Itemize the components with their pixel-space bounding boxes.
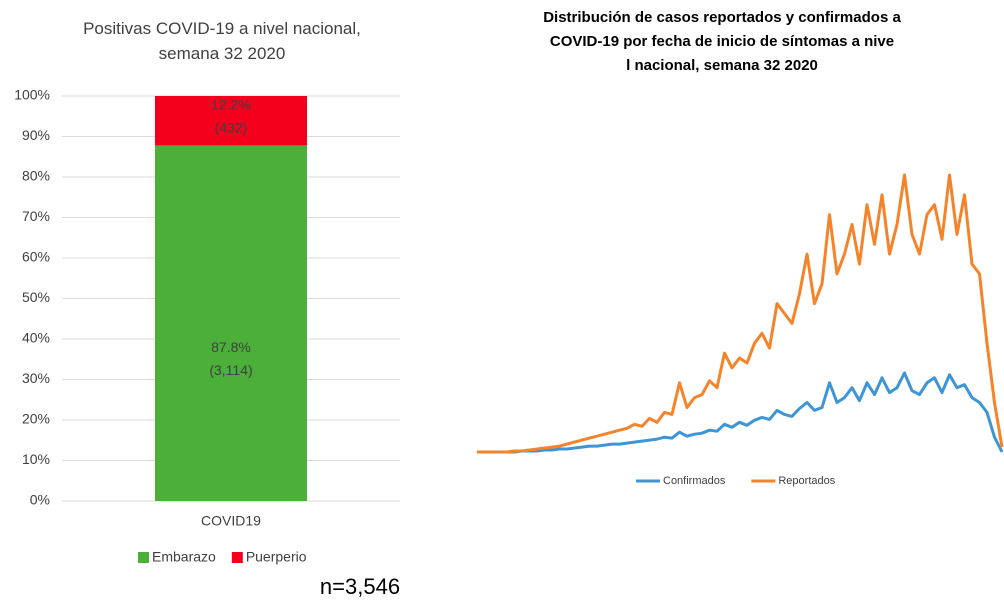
left-title-2: semana 32 2020 bbox=[159, 44, 286, 63]
y-tick-label: 100% bbox=[14, 87, 50, 103]
y-tick-label: 50% bbox=[22, 289, 50, 305]
y-tick-label: 90% bbox=[22, 127, 50, 143]
line-series bbox=[477, 173, 1004, 454]
legend-swatch bbox=[231, 552, 243, 563]
y-tick-label: 40% bbox=[22, 330, 50, 346]
right-title-2: COVID-19 por fecha de inicio de síntomas… bbox=[550, 33, 894, 50]
legend-label: Reportados bbox=[778, 475, 835, 487]
y-tick-label: 0% bbox=[30, 492, 50, 508]
y-tick-label: 20% bbox=[22, 411, 50, 427]
y-tick-label: 60% bbox=[22, 249, 50, 265]
right-title-3: l nacional, semana 32 2020 bbox=[626, 57, 818, 74]
legend-swatch bbox=[138, 552, 149, 563]
data-label: 12.2% bbox=[211, 97, 251, 113]
right-title-1: Distribución de casos reportados y confi… bbox=[543, 9, 901, 26]
y-tick-label: 70% bbox=[22, 208, 50, 224]
y-tick-label: 80% bbox=[22, 168, 50, 184]
annotation: n=3,546 bbox=[320, 574, 400, 599]
bar-segment bbox=[155, 145, 307, 501]
legend-label: Puerperio bbox=[246, 549, 307, 565]
bar-segment bbox=[155, 96, 307, 146]
line-series bbox=[477, 371, 1004, 454]
legend-label: Confirmados bbox=[663, 475, 726, 487]
data-label-count: (3,114) bbox=[209, 362, 252, 378]
y-tick-label: 30% bbox=[22, 370, 50, 386]
left-title-1: Positivas COVID-19 a nivel nacional, bbox=[83, 19, 361, 38]
y-tick-label: 10% bbox=[22, 451, 50, 467]
legend-label: Embarazo bbox=[152, 549, 216, 565]
x-tick-label: COVID19 bbox=[201, 513, 261, 529]
data-label: 87.8% bbox=[211, 339, 251, 355]
data-label-count: (432) bbox=[215, 120, 248, 136]
